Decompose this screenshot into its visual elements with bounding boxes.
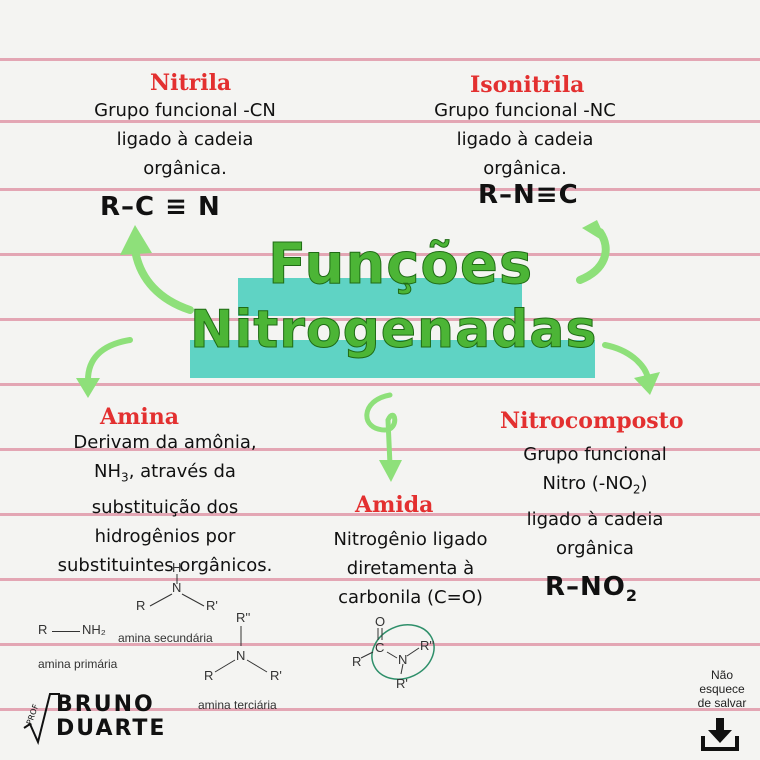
arrow-to-amida xyxy=(364,392,398,468)
nitrila-description: Grupo funcional -CN ligado à cadeia orgâ… xyxy=(60,96,310,183)
amide-r: R xyxy=(352,654,362,669)
tertiary-caption: amina terciária xyxy=(198,698,277,712)
arrow-to-amina xyxy=(85,337,133,383)
nitro-close: ) xyxy=(640,473,648,494)
notebook-rule xyxy=(0,188,760,191)
notebook-rule xyxy=(0,120,760,123)
tertiary-r3: R'' xyxy=(236,610,251,625)
download-icon xyxy=(701,718,739,751)
secondary-caption: amina secundária xyxy=(118,631,213,645)
nitrocomposto-formula-main: R–NO xyxy=(545,572,626,602)
notebook-rule xyxy=(0,513,760,516)
nitrila-line: ligado à cadeia xyxy=(116,129,254,150)
amide-r3: R' xyxy=(396,676,408,691)
arrowhead-amida xyxy=(379,460,402,482)
title-line-2: Nitrogenadas xyxy=(189,300,598,361)
title-line-1: Funções xyxy=(267,232,534,298)
notebook-rule xyxy=(0,383,760,386)
amide-o: O xyxy=(375,614,386,629)
secondary-r2: R' xyxy=(206,598,218,613)
amina-heading: Amina xyxy=(100,404,179,430)
nitrila-heading: Nitrila xyxy=(150,70,232,96)
amide-n: N xyxy=(398,652,408,667)
primary-bond xyxy=(52,631,80,632)
amina-nh-subscript: 3 xyxy=(121,470,129,485)
arrowhead-amina xyxy=(76,378,100,398)
secondary-bonds xyxy=(149,574,205,607)
amina-line: Derivam da amônia, xyxy=(73,432,257,453)
amida-line: Nitrogênio ligado xyxy=(333,529,488,550)
isonitrila-heading: Isonitrila xyxy=(470,72,585,98)
amina-line: hidrogênios por xyxy=(94,525,236,547)
tertiary-bonds xyxy=(214,626,268,673)
title-highlight-2 xyxy=(190,340,595,378)
amina-line: NH3, através da xyxy=(10,457,320,493)
nitro-group: Nitro (-NO xyxy=(542,473,633,494)
amide-r2: R'' xyxy=(420,638,435,653)
amina-nh: NH xyxy=(94,461,122,482)
secondary-r: R xyxy=(136,598,146,613)
nitrila-line: Grupo funcional -CN xyxy=(94,100,276,121)
nitrila-formula: R–C ≡ N xyxy=(100,192,221,222)
title-highlight-1 xyxy=(238,278,522,316)
isonitrila-description: Grupo funcional -NC ligado à cadeia orgâ… xyxy=(400,96,650,183)
amida-heading: Amida xyxy=(355,492,434,518)
sqrt-symbol-icon xyxy=(23,693,60,745)
nitrocomposto-formula-subscript: 2 xyxy=(625,586,639,606)
isonitrila-line: Grupo funcional -NC xyxy=(434,100,616,121)
primary-r: R xyxy=(38,622,48,637)
isonitrila-line: orgânica. xyxy=(483,158,567,179)
notebook-rule xyxy=(0,318,760,321)
logo-name-1: BRUNO xyxy=(56,692,155,717)
save-hint-line: Não xyxy=(710,668,733,682)
tertiary-r2: R' xyxy=(270,668,282,683)
arrowhead-isonitrila xyxy=(582,220,608,244)
arrowhead-nitrila xyxy=(120,225,152,255)
amina-description: Derivam da amônia, NH3, através da subst… xyxy=(10,428,320,580)
secondary-n: N xyxy=(172,580,182,595)
save-hint: Não esquece de salvar xyxy=(688,668,756,710)
save-hint-line: de salvar xyxy=(697,696,747,710)
nitrocomposto-line: Grupo funcional xyxy=(523,444,667,465)
arrow-to-nitrocomposto xyxy=(602,342,651,381)
logo: PROF BRUNO DUARTE xyxy=(20,690,170,745)
amide-c: C xyxy=(375,640,385,655)
nitrocomposto-line: orgânica xyxy=(556,537,634,559)
arrow-to-nitrila xyxy=(131,246,194,314)
amide-structure xyxy=(360,624,435,680)
save-hint-line: esquece xyxy=(699,682,745,696)
amida-line: diretamenta à xyxy=(346,558,475,579)
nitrocomposto-description: Grupo funcional Nitro (-NO2) ligado à ca… xyxy=(490,440,700,563)
tertiary-n: N xyxy=(236,648,246,663)
nitrila-line: orgânica. xyxy=(143,158,227,179)
nitrocomposto-line: Nitro (-NO2) xyxy=(490,469,700,505)
amina-line: substituintes orgânicos. xyxy=(57,554,273,576)
arrowhead-nitrocomposto xyxy=(634,372,660,395)
tertiary-r: R xyxy=(204,668,214,683)
primary-caption: amina primária xyxy=(38,657,118,671)
notebook-rule xyxy=(0,448,760,451)
notebook-rule xyxy=(0,643,760,646)
notebook-rule xyxy=(0,58,760,61)
logo-name-2: DUARTE xyxy=(56,716,167,741)
nitro-subscript: 2 xyxy=(632,482,641,497)
amina-line2-rest: , através da xyxy=(128,461,236,482)
isonitrila-formula: R–N≡C xyxy=(478,180,579,210)
isonitrila-line: ligado à cadeia xyxy=(456,129,594,150)
nitrocomposto-heading: Nitrocomposto xyxy=(500,408,684,434)
amina-line: substituição dos xyxy=(91,496,239,518)
notebook-rule xyxy=(0,253,760,256)
notebook-rule xyxy=(0,708,760,711)
primary-nh2: NH₂ xyxy=(82,622,106,637)
secondary-h: H xyxy=(172,560,182,575)
nitrocomposto-formula: R–NO2 xyxy=(545,572,638,605)
nitrocomposto-line: ligado à cadeia xyxy=(526,508,664,530)
amida-description: Nitrogênio ligado diretamenta à carbonil… xyxy=(298,525,523,612)
notebook-rule xyxy=(0,578,760,581)
amida-line: carbonila (C=O) xyxy=(338,587,483,608)
